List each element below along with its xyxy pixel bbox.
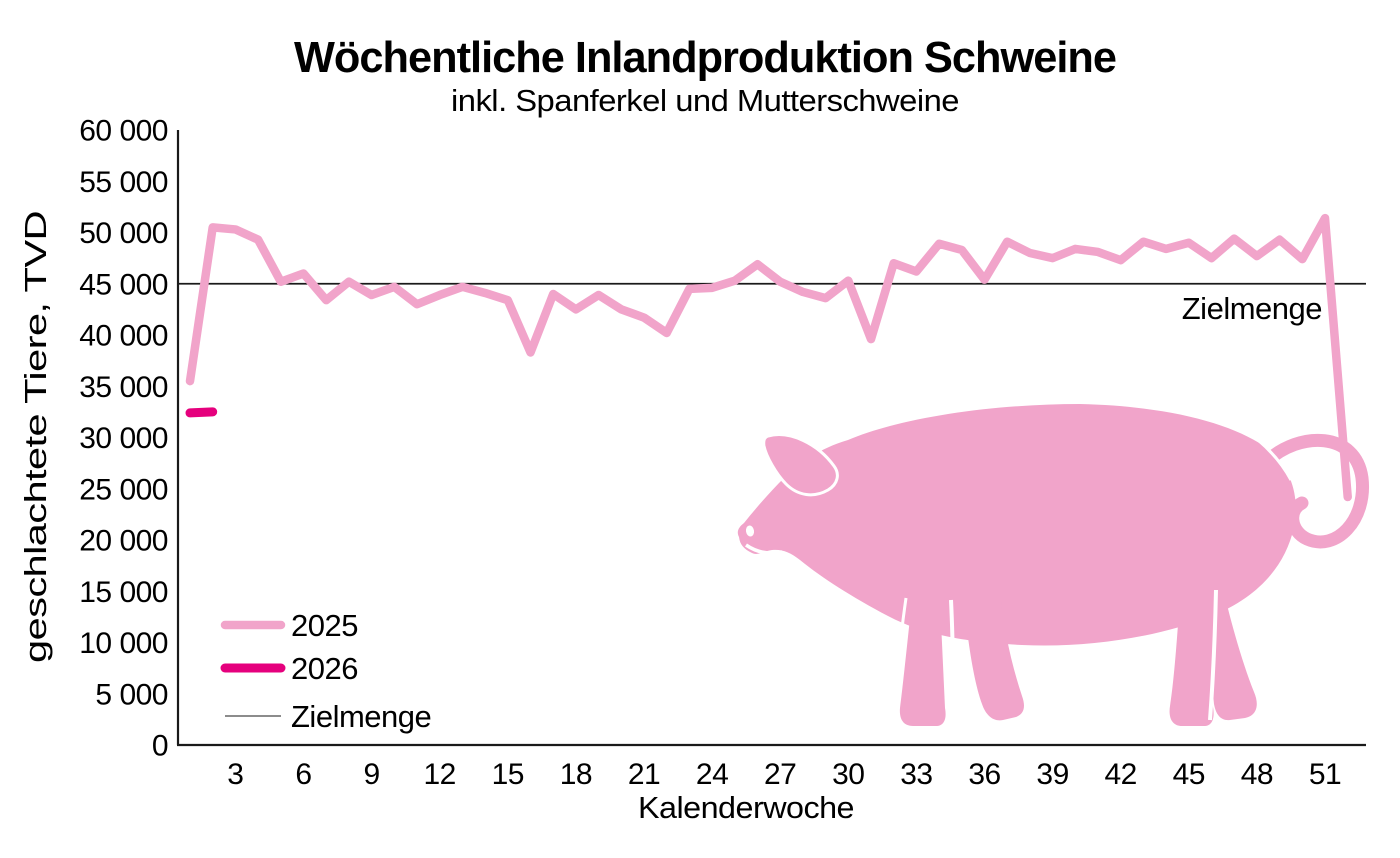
pig-front-leg-2 <box>964 602 1024 721</box>
x-tick-label: 42 <box>1105 758 1137 791</box>
x-axis-tick-labels: 3 6 9 12 15 18 21 24 27 30 33 36 39 42 45 48 51 <box>227 758 1341 791</box>
pig-ear <box>762 433 839 497</box>
y-tick-label: 40 000 <box>79 320 168 353</box>
pig-tail <box>1259 433 1369 549</box>
x-tick-label: 24 <box>696 758 728 791</box>
y-tick-label: 5 000 <box>95 678 168 711</box>
y-tick-label: 10 000 <box>79 627 168 660</box>
pig-hind-leg-2 <box>1206 575 1257 721</box>
y-tick-label: 30 000 <box>79 422 168 455</box>
x-tick-label: 33 <box>900 758 932 791</box>
y-tick-label: 45 000 <box>79 268 168 301</box>
pig-leg-crease-2 <box>949 599 955 719</box>
y-tick-label: 20 000 <box>79 525 168 558</box>
legend-label-2026: 2026 <box>291 651 358 686</box>
x-tick-label: 21 <box>628 758 660 791</box>
series-2026-line <box>185 407 218 418</box>
x-tick-label: 45 <box>1173 758 1205 791</box>
x-tick-label: 12 <box>424 758 456 791</box>
x-tick-label: 6 <box>295 758 311 791</box>
x-tick-label: 9 <box>364 758 380 791</box>
x-tick-label: 48 <box>1241 758 1273 791</box>
pig-body <box>737 404 1296 646</box>
legend-label-zielmenge: Zielmenge <box>291 699 431 734</box>
y-tick-label: 55 000 <box>79 166 168 199</box>
pig-mouth <box>745 543 783 555</box>
x-axis-title: Kalenderwoche <box>638 790 854 825</box>
y-tick-label: 60 000 <box>79 115 168 148</box>
y-axis-title: geschlachtete Tiere, TVD <box>18 211 53 663</box>
x-tick-label: 27 <box>764 758 796 791</box>
pig-hind-leg <box>1169 592 1214 726</box>
pig-hip-crease <box>1257 438 1293 481</box>
y-axis-tick-labels: 0 5 000 10 000 15 000 20 000 25 000 30 000 35 0… <box>79 115 168 763</box>
pig-leg-crease-3 <box>1208 589 1218 721</box>
y-tick-label: 35 000 <box>79 371 168 404</box>
pig-leg-crease-1 <box>891 597 908 713</box>
axes <box>176 130 1366 747</box>
x-tick-label: 39 <box>1036 758 1068 791</box>
x-tick-label: 18 <box>560 758 592 791</box>
y-tick-label: 50 000 <box>79 217 168 250</box>
legend: 2025 2026 Zielmenge <box>220 608 432 734</box>
x-tick-label: 15 <box>492 758 524 791</box>
series-2025-line <box>185 213 1352 502</box>
chart-subtitle: inkl. Spanferkel und Mutterschweine <box>451 83 959 118</box>
x-tick-label: 36 <box>968 758 1000 791</box>
y-tick-label: 0 <box>152 730 168 763</box>
pig-front-leg <box>899 600 946 726</box>
y-tick-label: 25 000 <box>79 473 168 506</box>
y-tick-label: 15 000 <box>79 576 168 609</box>
pig-nostril <box>745 525 755 537</box>
legend-label-2025: 2025 <box>291 608 358 643</box>
x-tick-label: 30 <box>832 758 864 791</box>
x-tick-label: 3 <box>227 758 243 791</box>
target-line-label: Zielmenge <box>1182 291 1322 326</box>
pig-silhouette <box>737 404 1369 726</box>
chart-title: Wöchentliche Inlandproduktion Schweine <box>294 33 1116 82</box>
x-tick-label: 51 <box>1309 758 1341 791</box>
